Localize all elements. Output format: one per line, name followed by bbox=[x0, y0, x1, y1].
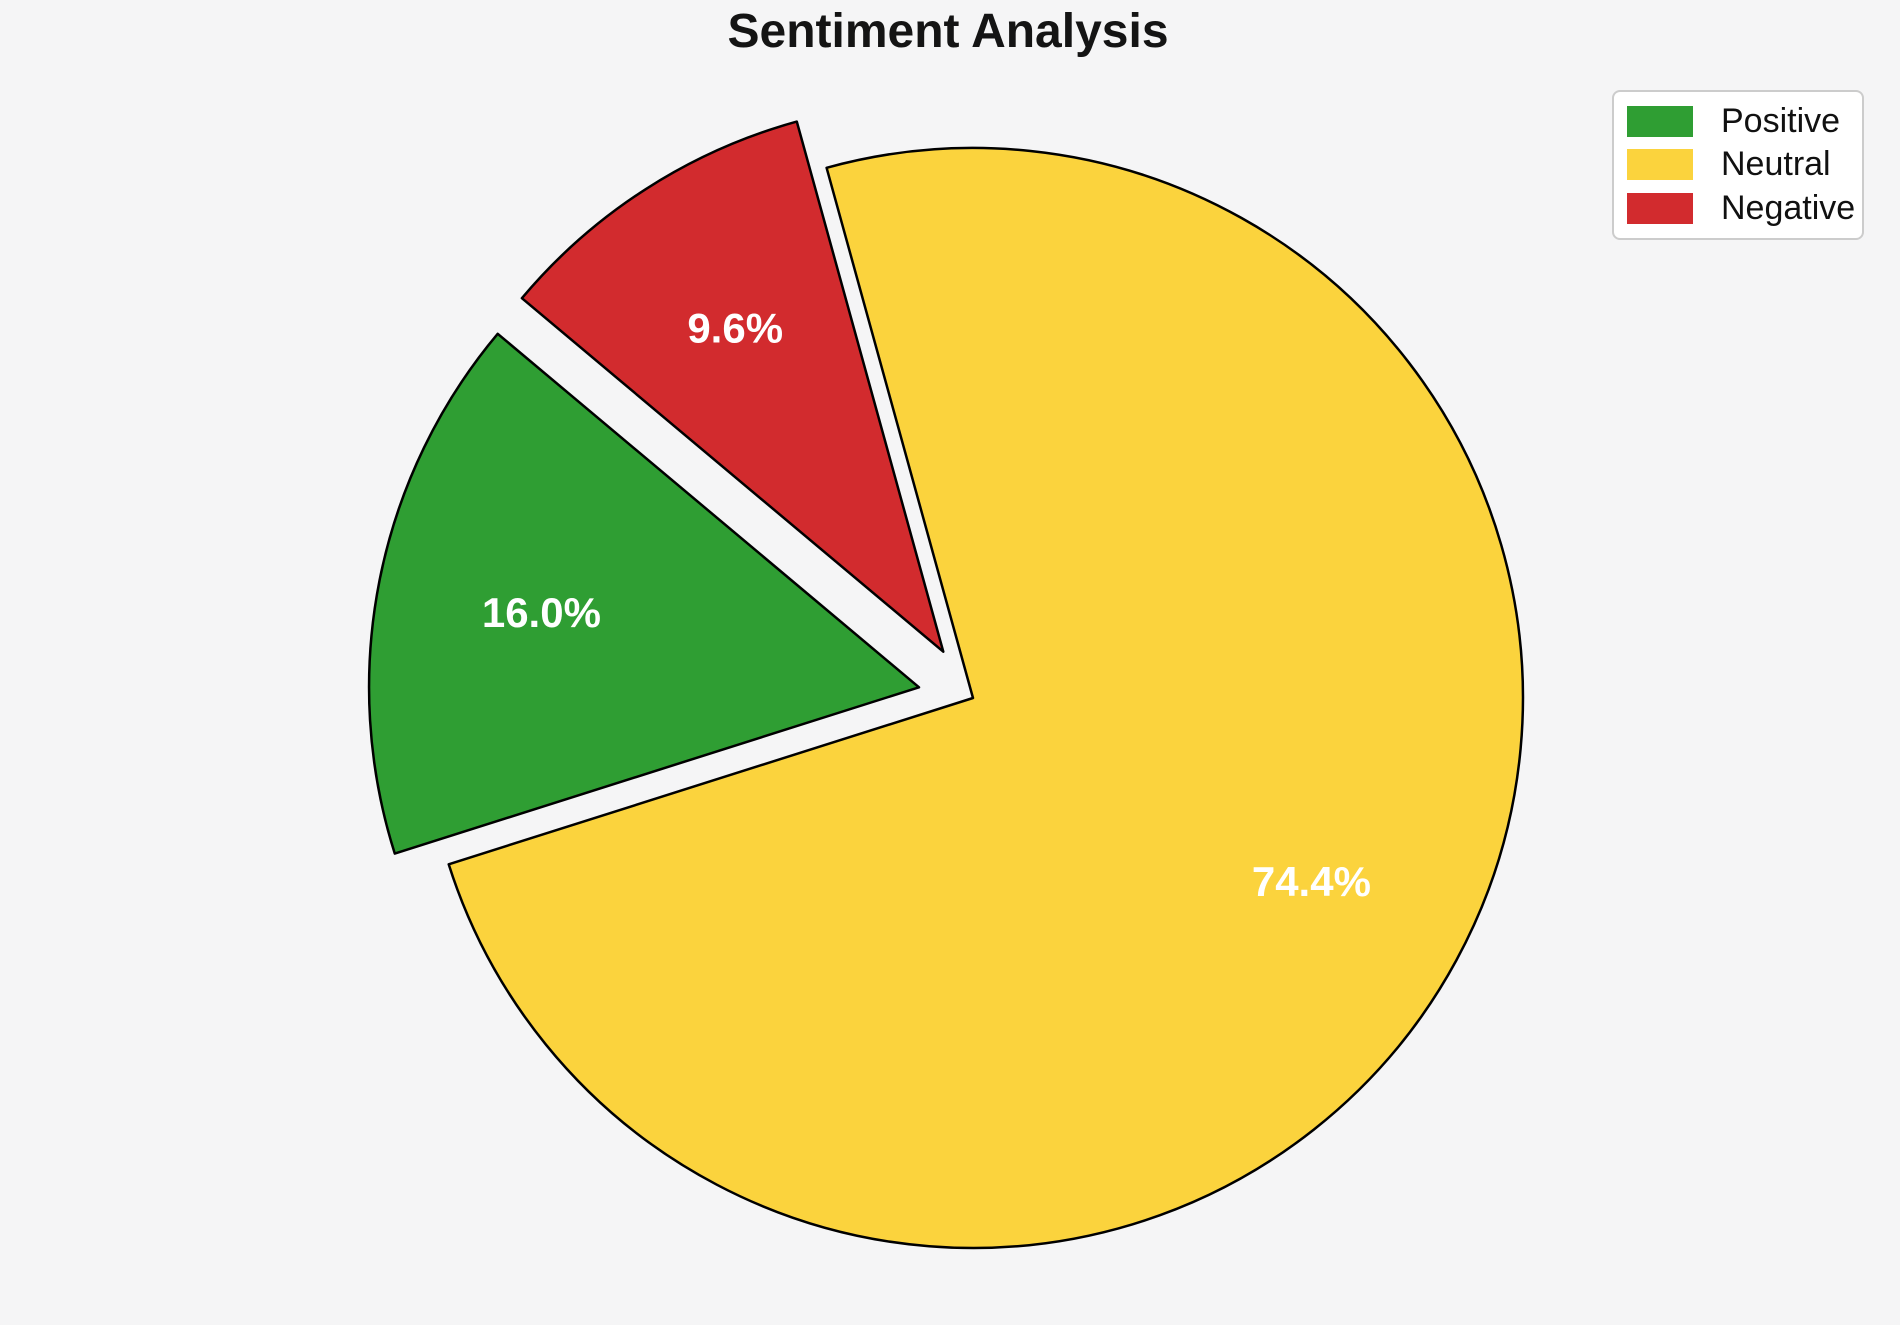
legend-item-positive: Positive bbox=[1614, 102, 1862, 142]
pie-slice-neutral bbox=[447, 146, 1525, 1250]
legend-swatch-neutral bbox=[1627, 149, 1693, 181]
legend-swatch-positive bbox=[1627, 106, 1693, 138]
pct-label-positive: 16.0% bbox=[482, 589, 601, 636]
pct-label-negative: 9.6% bbox=[687, 304, 783, 351]
pie-slice-positive bbox=[367, 332, 921, 855]
legend-label-neutral: Neutral bbox=[1721, 145, 1831, 184]
legend-item-negative: Negative bbox=[1614, 188, 1862, 228]
pie-slice-negative bbox=[520, 120, 945, 653]
legend-swatch-negative bbox=[1627, 192, 1693, 224]
legend-item-neutral: Neutral bbox=[1614, 145, 1862, 185]
chart-title: Sentiment Analysis bbox=[727, 5, 1169, 58]
legend-label-negative: Negative bbox=[1721, 188, 1856, 227]
pct-label-neutral: 74.4% bbox=[1252, 858, 1371, 905]
legend-label-positive: Positive bbox=[1721, 102, 1841, 141]
legend: Positive Neutral Negative bbox=[1612, 90, 1864, 240]
